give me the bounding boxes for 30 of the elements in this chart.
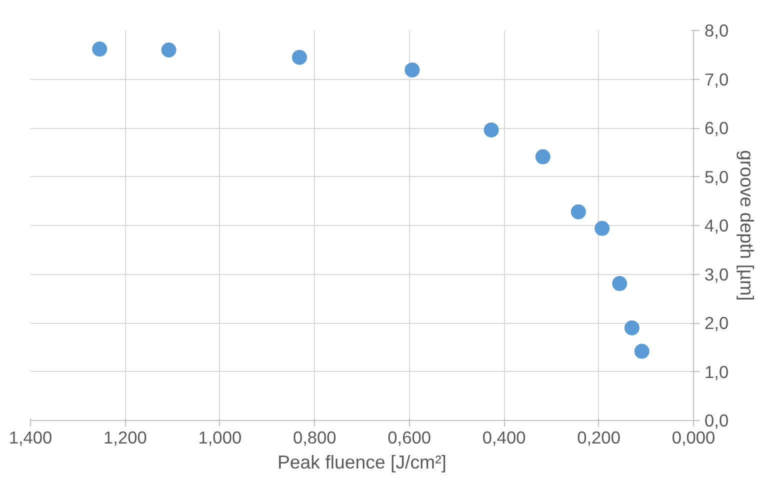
y-tick-label: 3,0 — [704, 264, 729, 284]
point — [624, 320, 640, 336]
x-tick-label: 0,600 — [388, 428, 432, 448]
point — [535, 149, 550, 164]
x-tick-label: 1,200 — [104, 428, 147, 448]
x-tick-label: 1,000 — [198, 428, 242, 448]
y-tick-label: 6,0 — [704, 118, 729, 138]
y-tick-label: 0,0 — [704, 410, 729, 430]
point — [634, 344, 650, 359]
y-axis-title: groove depth [µm] — [736, 150, 758, 301]
y-tick-label: 2,0 — [704, 313, 729, 333]
point — [92, 42, 108, 57]
point — [161, 42, 176, 58]
point — [612, 276, 628, 291]
y-tick-label: 8,0 — [704, 20, 729, 40]
x-tick-label: 0,400 — [482, 428, 526, 448]
x-axis-title: Peak fluence [J/cm²] — [277, 452, 447, 472]
x-tick-label: 0,000 — [672, 428, 716, 448]
point — [594, 220, 610, 236]
y-tick-label: 1,0 — [704, 362, 729, 382]
y-tick-label: 7,0 — [704, 69, 729, 90]
point — [484, 122, 499, 138]
point — [404, 62, 420, 78]
point — [570, 204, 586, 220]
x-tick-label: 1,400 — [8, 428, 52, 448]
y-tick-label: 5,0 — [704, 166, 729, 187]
point — [292, 50, 307, 65]
y-tick-label: 4,0 — [704, 216, 729, 236]
x-tick-label: 0,800 — [292, 428, 336, 448]
x-tick-label: 0,200 — [577, 428, 620, 448]
